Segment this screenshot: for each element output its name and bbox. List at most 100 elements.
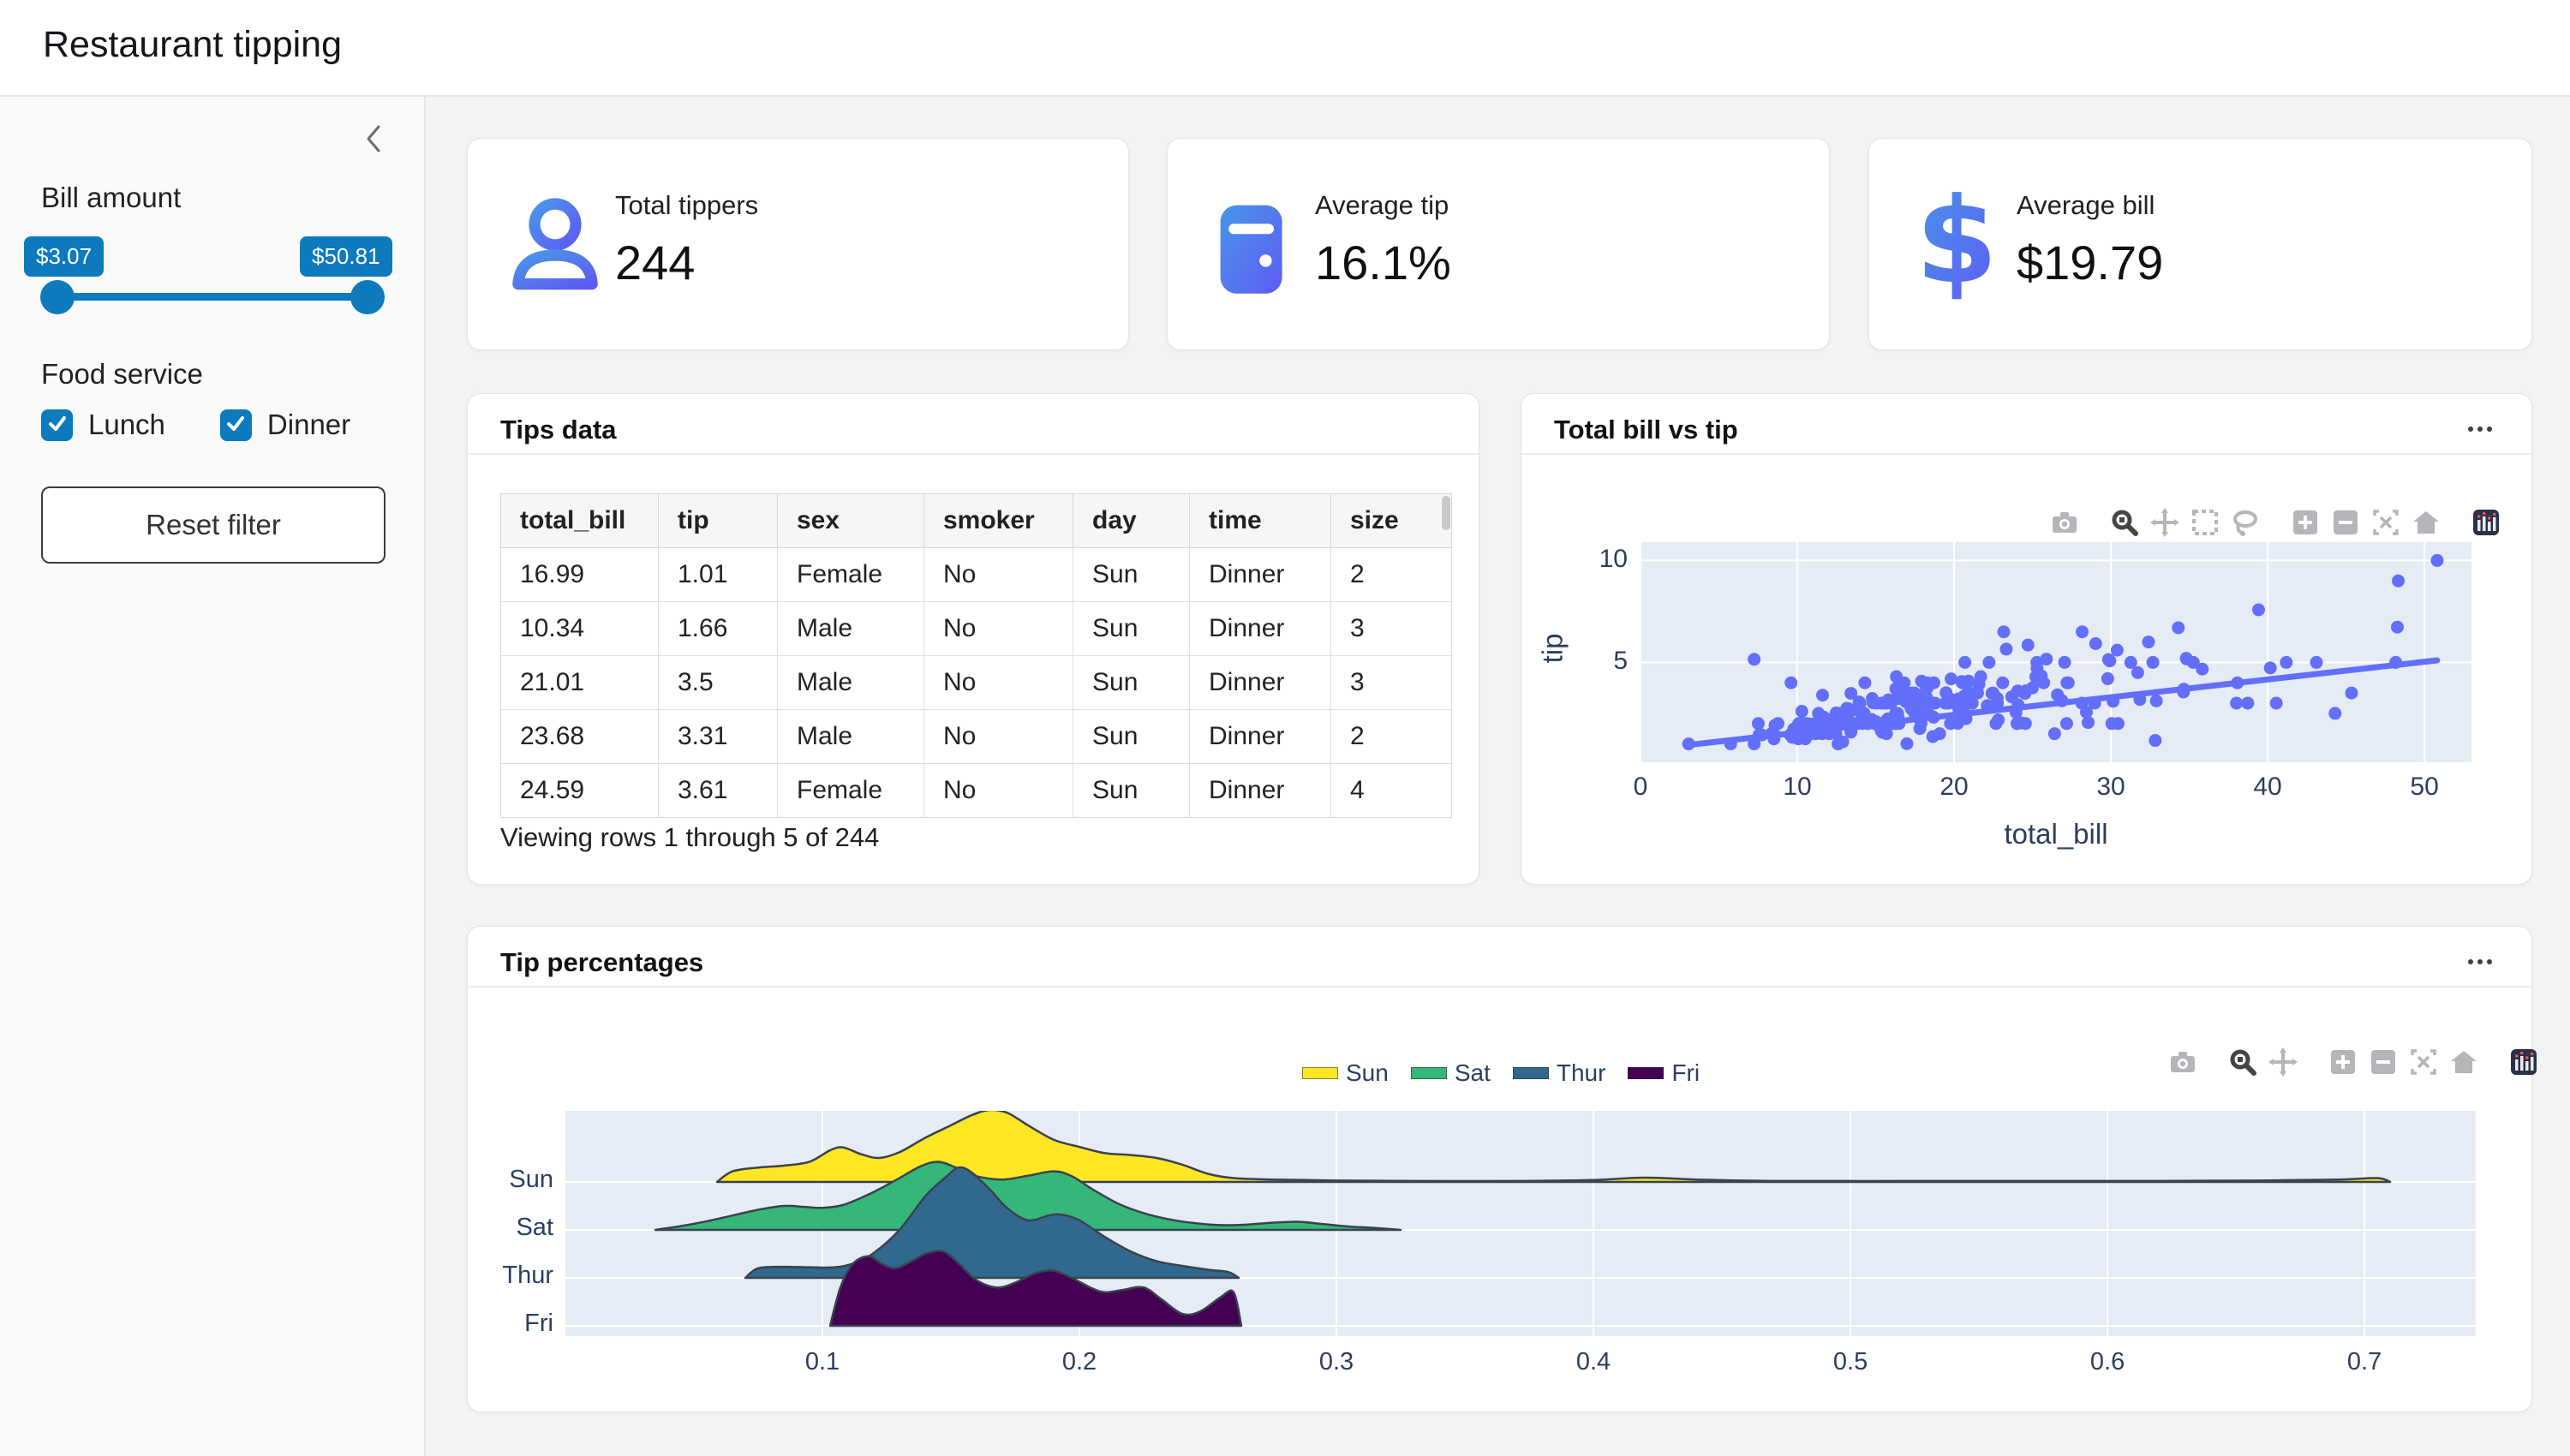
column-header[interactable]: size (1330, 493, 1452, 548)
column-header[interactable]: time (1189, 493, 1331, 548)
lasso-icon[interactable] (2230, 507, 2261, 538)
legend-label: Fri (1671, 1059, 1700, 1086)
axis-tick-label: 5 (1613, 647, 1628, 676)
camera-icon[interactable] (2049, 507, 2080, 538)
table-cell: 10.34 (500, 601, 659, 656)
scatter-y-axis-title: tip (1536, 633, 1569, 664)
tips-data-title: Tips data (500, 415, 617, 445)
column-header[interactable]: day (1073, 493, 1190, 548)
lunch-checkbox-label[interactable]: Lunch (88, 409, 165, 440)
legend-item-fri[interactable]: Fri (1628, 1059, 1700, 1087)
ridge-sat[interactable] (654, 1161, 1402, 1232)
column-header[interactable]: smoker (923, 493, 1073, 548)
autoscale-icon[interactable] (2370, 507, 2401, 538)
axis-tick-label: 10 (1783, 773, 1812, 801)
logo-icon[interactable] (2508, 1047, 2539, 1077)
table-footer-status: Viewing rows 1 through 5 of 244 (500, 822, 880, 852)
pan-icon[interactable] (2268, 1047, 2298, 1077)
table-cell: 21.01 (500, 655, 659, 710)
header-divider (0, 95, 2570, 97)
slider-min-value: $3.07 (24, 236, 105, 277)
camera-icon[interactable] (2167, 1047, 2198, 1077)
value-box-label: Average tip (1315, 190, 1449, 220)
table-scrollbar-thumb[interactable] (1442, 496, 1450, 530)
chevron-left-icon (356, 125, 393, 161)
axis-tick-label: 0.1 (804, 1348, 840, 1375)
column-header[interactable]: tip (658, 493, 778, 548)
axis-tick-label: 0.6 (2089, 1348, 2125, 1375)
axis-tick-label: 0 (1633, 773, 1648, 801)
dinner-checkbox-label[interactable]: Dinner (266, 409, 351, 440)
table-cell: 3.61 (658, 763, 778, 818)
table-cell: 3 (1330, 655, 1452, 710)
column-header[interactable]: total_bill (500, 493, 659, 548)
slider-max-value: $50.81 (300, 236, 392, 277)
legend-swatch (1512, 1067, 1549, 1079)
category-label-sun: Sun (509, 1166, 553, 1193)
axis-tick-label: 40 (2253, 773, 2282, 801)
legend-item-sat[interactable]: Sat (1410, 1059, 1491, 1087)
logo-icon[interactable] (2471, 507, 2501, 538)
table-cell: Dinner (1189, 601, 1331, 656)
home-icon[interactable] (2448, 1047, 2479, 1077)
tips-data-card: Tips data total_bill tip sex smoker day time s… (467, 393, 1479, 885)
svg-text:$: $ (1916, 182, 1998, 310)
zoomout-icon[interactable] (2368, 1047, 2399, 1077)
home-icon[interactable] (2411, 507, 2442, 538)
table-cell: 4 (1330, 763, 1452, 818)
check-icon (225, 413, 246, 438)
table-cell: 16.99 (500, 547, 659, 602)
ridge-sun[interactable] (715, 1111, 2392, 1184)
ridge-thur[interactable] (744, 1166, 1240, 1280)
table-cell: 2 (1330, 547, 1452, 602)
card-menu-button[interactable] (2459, 951, 2501, 973)
axis-tick-label: 0.3 (1318, 1348, 1354, 1375)
pan-icon[interactable] (2149, 507, 2180, 538)
category-label-fri: Fri (524, 1310, 553, 1337)
bill-slider-track[interactable] (57, 293, 368, 301)
legend-item-thur[interactable]: Thur (1512, 1059, 1605, 1087)
table-cell: Male (777, 655, 924, 710)
reset-filter-button[interactable]: Reset filter (41, 486, 386, 564)
zoom-icon[interactable] (2227, 1047, 2258, 1077)
bill-slider-handle-min[interactable] (40, 280, 75, 314)
value-box-label: Average bill (2017, 190, 2155, 220)
card-divider (468, 453, 1479, 455)
table-row: 24.59 3.61 Female No Sun Dinner 4 (500, 763, 1452, 818)
column-header[interactable]: sex (777, 493, 924, 548)
table-cell: 3.31 (658, 709, 778, 764)
zoomout-icon[interactable] (2330, 507, 2361, 538)
scatter-card-title: Total bill vs tip (1554, 415, 1738, 445)
bill-slider-handle-max[interactable] (350, 280, 385, 314)
table-cell: No (923, 763, 1073, 818)
axis-tick-label: 10 (1599, 545, 1628, 574)
value-box-total-tippers: Total tippers 244 (467, 138, 1129, 350)
table-cell: 1.01 (658, 547, 778, 602)
card-menu-button[interactable] (2459, 418, 2501, 440)
select-icon[interactable] (2190, 507, 2220, 538)
category-label-sat: Sat (516, 1214, 553, 1241)
lunch-checkbox[interactable] (41, 409, 73, 441)
zoom-icon[interactable] (2109, 507, 2140, 538)
table-cell: No (923, 547, 1073, 602)
sidebar-collapse-button[interactable] (356, 120, 393, 158)
table-cell: Dinner (1189, 763, 1331, 818)
ridgeline-plot[interactable] (565, 1111, 2476, 1336)
zoomin-icon[interactable] (2290, 507, 2321, 538)
card-divider (468, 986, 2531, 988)
person-icon (504, 194, 607, 301)
table-cell: Dinner (1189, 655, 1331, 710)
table-cell: 1.66 (658, 601, 778, 656)
tips-table[interactable]: total_bill tip sex smoker day time size 16.99 1.… (500, 493, 1452, 818)
ridge-fri[interactable] (828, 1250, 1243, 1328)
wallet-icon (1202, 197, 1305, 304)
scatter-plot[interactable] (1641, 542, 2471, 762)
table-cell: 24.59 (500, 763, 659, 818)
dinner-checkbox[interactable] (219, 409, 252, 441)
legend-swatch (1302, 1067, 1338, 1079)
legend-item-sun[interactable]: Sun (1302, 1059, 1389, 1087)
autoscale-icon[interactable] (2408, 1047, 2439, 1077)
zoomin-icon[interactable] (2328, 1047, 2358, 1077)
value-box-value: $19.79 (2017, 236, 2164, 289)
axis-tick-label: 30 (2096, 773, 2125, 801)
